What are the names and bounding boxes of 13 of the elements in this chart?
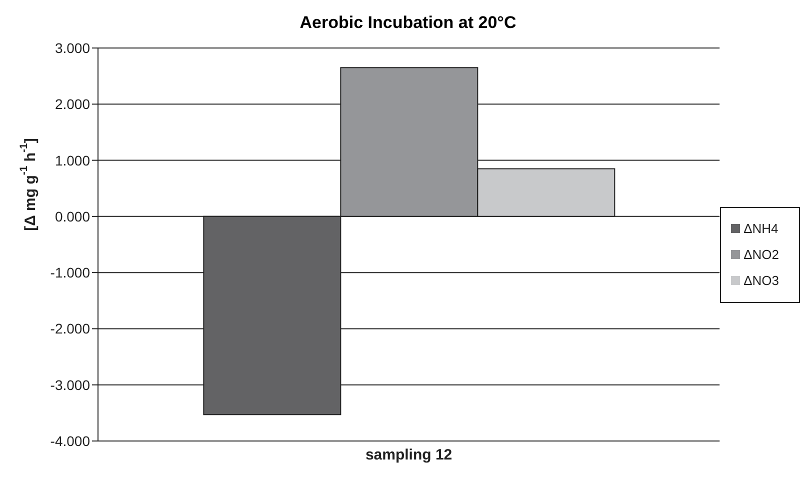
y-tick-label: 3.000 <box>54 40 90 56</box>
y-tick-label: -2.000 <box>50 320 90 337</box>
x-tick-label: sampling 12 <box>365 446 452 464</box>
y-tick-label: 1.000 <box>54 152 90 168</box>
y-tick-label: 2.000 <box>54 96 90 112</box>
y-tick-label: 0.000 <box>54 208 90 224</box>
y-tick-label: -3.000 <box>50 376 90 393</box>
y-tick-label: -1.000 <box>50 264 90 281</box>
chart-title: Aerobic Incubation at 20°C <box>298 12 518 34</box>
legend-label: ΔNH4 <box>744 220 778 236</box>
y-tick-label: -4.000 <box>50 432 90 449</box>
legend-label: ΔNO3 <box>744 272 779 288</box>
legend-label: ΔNO2 <box>744 246 779 262</box>
